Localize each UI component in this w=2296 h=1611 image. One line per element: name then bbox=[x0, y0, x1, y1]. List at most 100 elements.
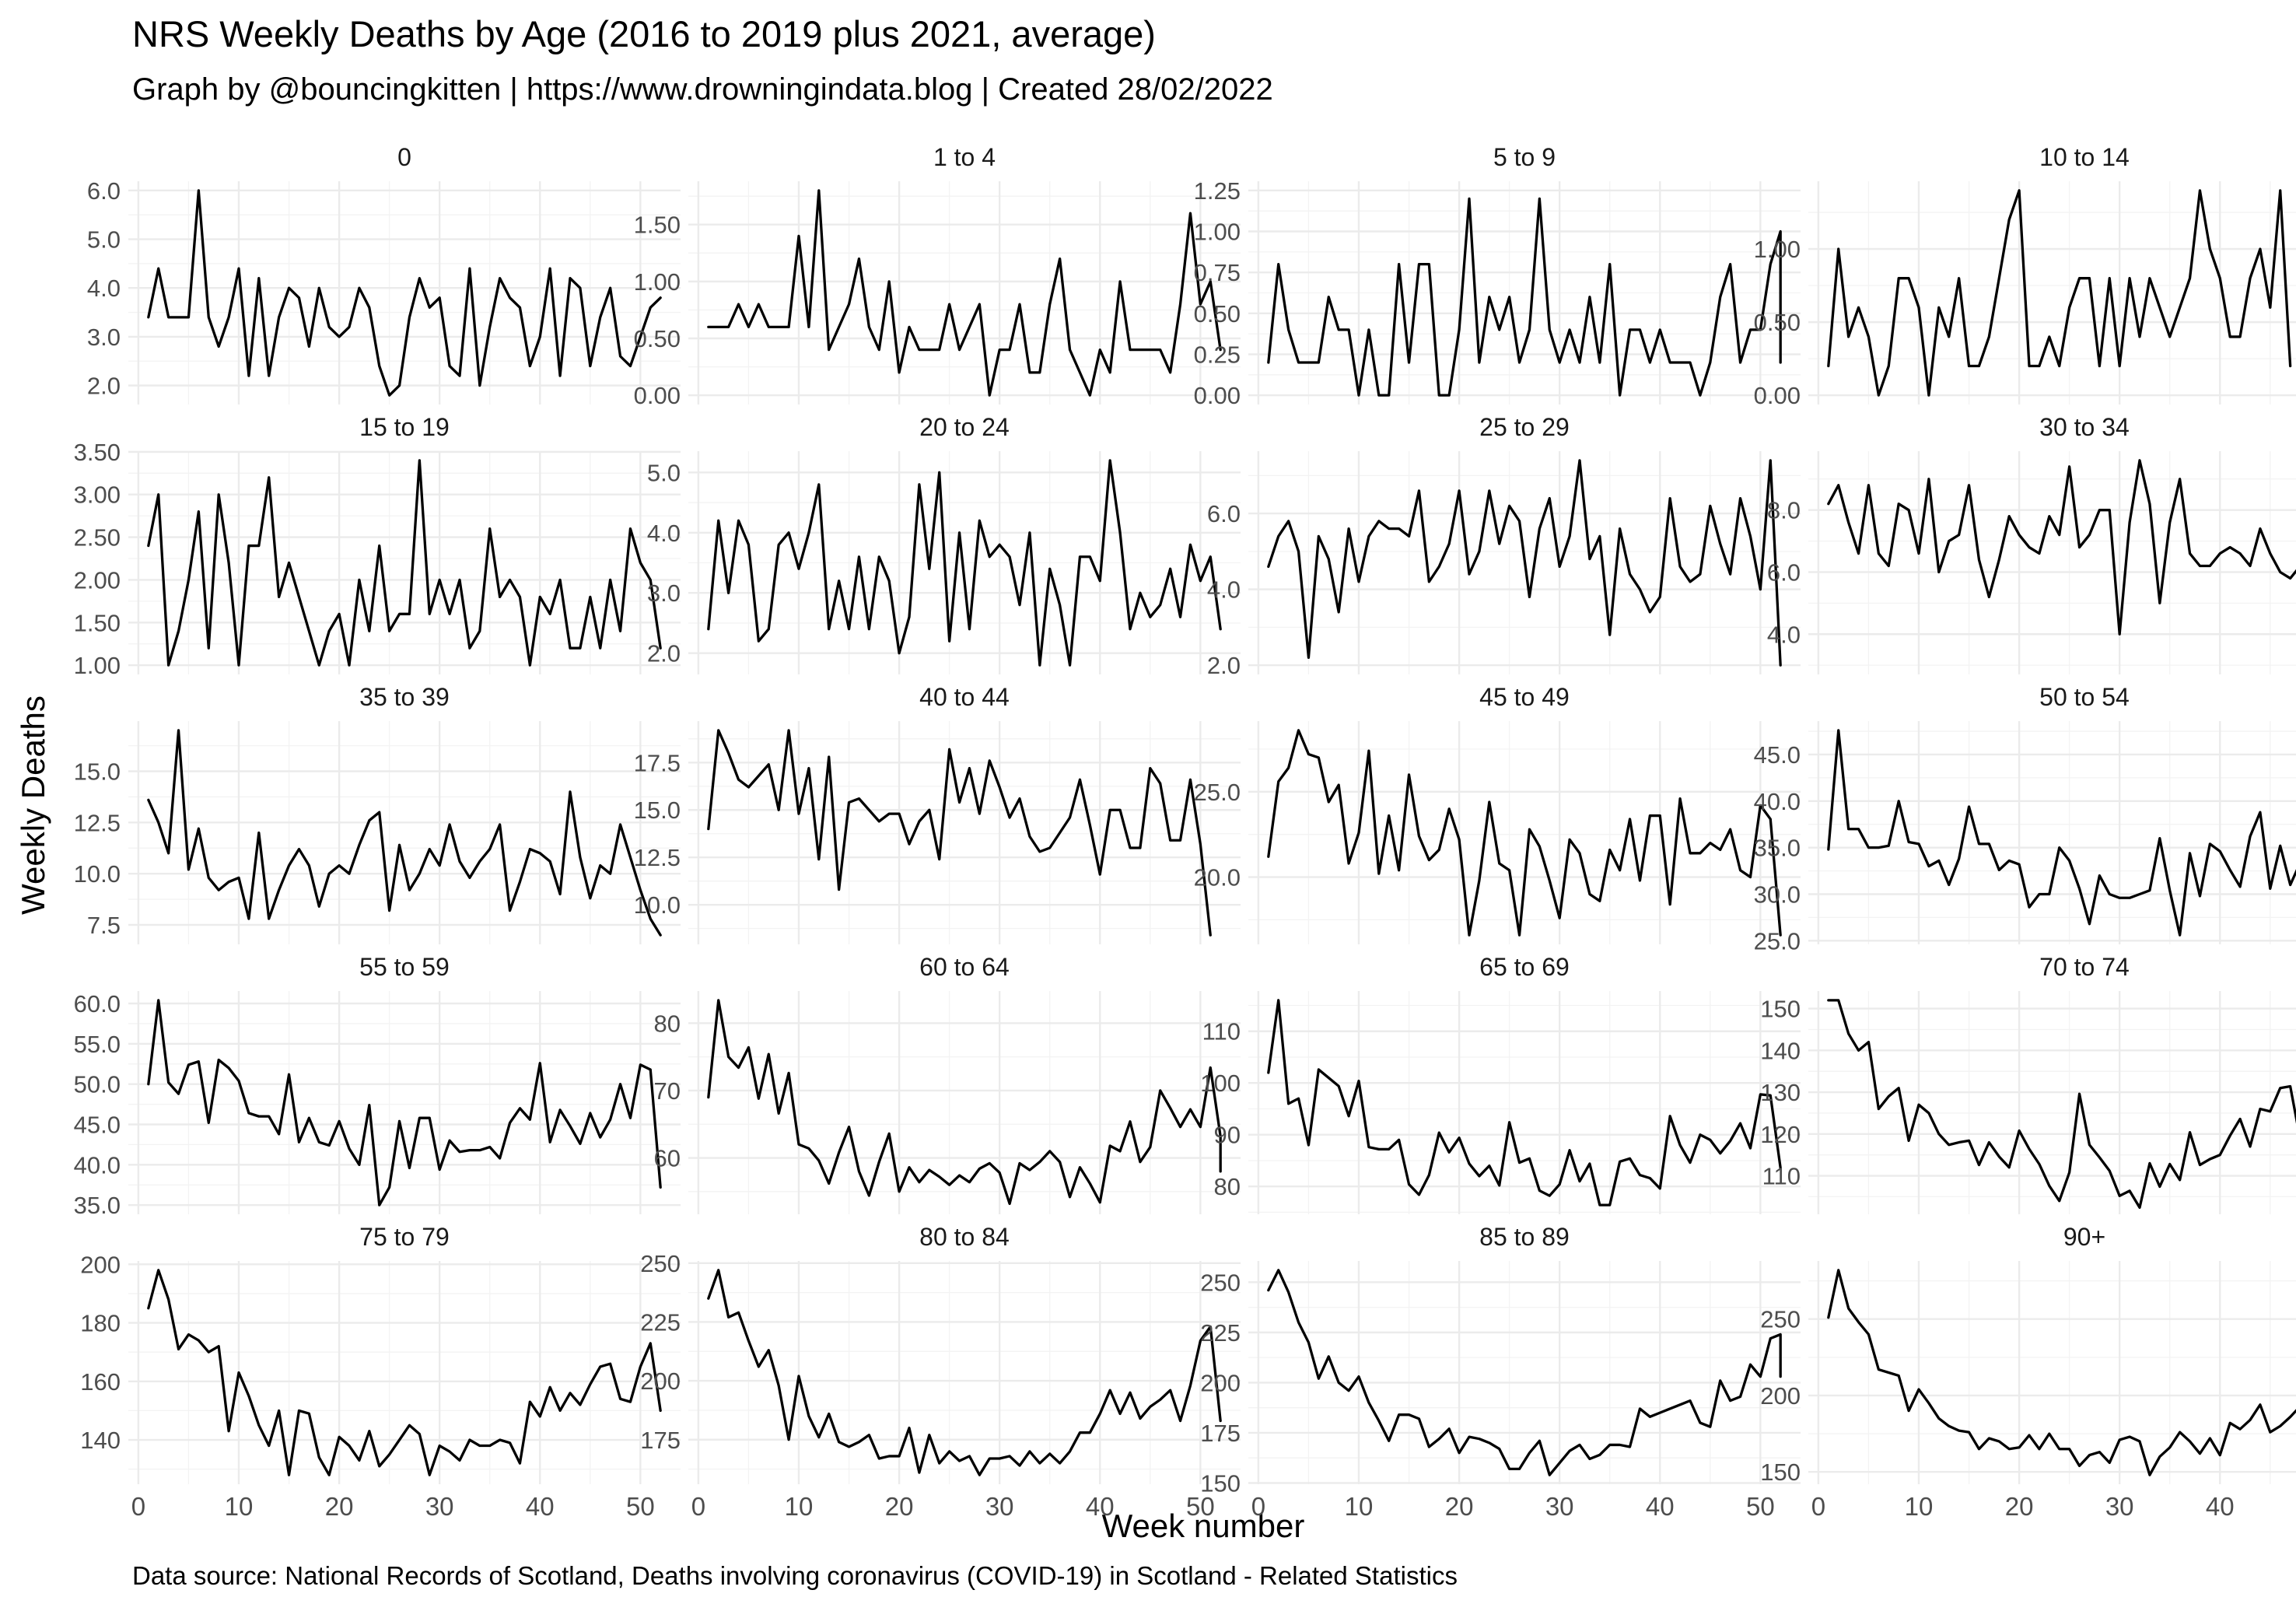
series-line bbox=[707, 999, 1222, 1206]
facet-strip-label: 40 to 44 bbox=[919, 683, 1010, 711]
facet-strip-label: 60 to 64 bbox=[919, 953, 1010, 981]
facet-panel: 140 160 180 200 75 to 79 0 10 20 30 40 50 bbox=[80, 1223, 681, 1521]
x-tick-label: 10 bbox=[1345, 1492, 1374, 1521]
facet-strip-label: 45 to 49 bbox=[1479, 683, 1570, 711]
y-tick-label: 4.0 bbox=[1207, 576, 1241, 604]
y-tick-label: 180 bbox=[80, 1310, 121, 1337]
series-line bbox=[707, 189, 1222, 397]
y-tick-label: 2.0 bbox=[647, 640, 681, 667]
y-tick-label: 150 bbox=[1200, 1469, 1241, 1497]
facet-strip-label: 65 to 69 bbox=[1479, 953, 1570, 981]
x-tick-label: 50 bbox=[626, 1492, 655, 1521]
series-line bbox=[1267, 999, 1782, 1206]
y-tick-label: 6.0 bbox=[1767, 559, 1801, 586]
series-line bbox=[147, 729, 662, 937]
y-tick-label: 10.0 bbox=[74, 860, 121, 888]
y-tick-label: 55.0 bbox=[74, 1031, 121, 1058]
y-tick-label: 45.0 bbox=[74, 1111, 121, 1138]
facet-panel: 2.0 4.0 6.0 25 to 29 bbox=[1207, 413, 1801, 679]
x-tick-label: 30 bbox=[985, 1492, 1014, 1521]
series-line bbox=[1267, 459, 1782, 667]
y-tick-label: 175 bbox=[1200, 1420, 1241, 1447]
y-tick-label: 100 bbox=[1200, 1070, 1241, 1097]
y-tick-label: 60 bbox=[654, 1145, 681, 1172]
x-tick-label: 40 bbox=[1646, 1492, 1675, 1521]
x-tick-label: 10 bbox=[1905, 1492, 1934, 1521]
y-tick-label: 175 bbox=[640, 1427, 681, 1454]
x-tick-label: 0 bbox=[1811, 1492, 1825, 1521]
facet-strip-label: 75 to 79 bbox=[359, 1223, 450, 1251]
y-tick-label: 4.0 bbox=[87, 275, 121, 302]
y-tick-label: 3.00 bbox=[74, 482, 121, 509]
y-tick-label: 200 bbox=[1760, 1382, 1801, 1410]
y-tick-label: 0.75 bbox=[1194, 259, 1241, 286]
facet-panel: 10.0 12.5 15.0 17.5 40 to 44 bbox=[634, 683, 1241, 944]
y-tick-label: 30.0 bbox=[1754, 881, 1801, 908]
series-line bbox=[147, 189, 662, 397]
y-tick-label: 12.5 bbox=[74, 809, 121, 836]
y-tick-label: 4.0 bbox=[1767, 621, 1801, 648]
series-line bbox=[707, 729, 1212, 937]
x-axis-title: Week number bbox=[1102, 1508, 1305, 1544]
y-tick-label: 50.0 bbox=[74, 1071, 121, 1098]
facet-strip-label: 35 to 39 bbox=[359, 683, 450, 711]
y-tick-label: 0.00 bbox=[634, 382, 681, 409]
x-tick-label: 30 bbox=[1545, 1492, 1574, 1521]
series-line bbox=[1267, 729, 1782, 937]
y-tick-label: 40.0 bbox=[74, 1151, 121, 1178]
y-tick-label: 1.00 bbox=[1754, 236, 1801, 263]
y-tick-label: 225 bbox=[640, 1308, 681, 1336]
y-tick-label: 35.0 bbox=[1754, 835, 1801, 862]
x-tick-label: 40 bbox=[526, 1492, 555, 1521]
series-line bbox=[707, 1269, 1222, 1476]
x-tick-label: 0 bbox=[1251, 1492, 1265, 1521]
y-tick-label: 1.00 bbox=[634, 268, 681, 296]
facet-strip-label: 15 to 19 bbox=[359, 413, 450, 441]
y-tick-label: 1.00 bbox=[74, 652, 121, 679]
x-tick-label: 30 bbox=[2105, 1492, 2134, 1521]
y-tick-label: 130 bbox=[1760, 1079, 1801, 1106]
y-tick-label: 0.50 bbox=[1754, 309, 1801, 336]
series-line bbox=[1827, 729, 2296, 937]
y-tick-label: 12.5 bbox=[634, 844, 681, 871]
y-tick-label: 200 bbox=[80, 1251, 121, 1278]
facet-strip-label: 10 to 14 bbox=[2039, 143, 2130, 171]
y-axis-title: Weekly Deaths bbox=[15, 695, 51, 915]
y-tick-label: 5.0 bbox=[87, 226, 121, 254]
chart-title: NRS Weekly Deaths by Age (2016 to 2019 p… bbox=[132, 13, 1156, 54]
y-tick-label: 150 bbox=[1760, 1459, 1801, 1486]
series-line bbox=[707, 459, 1222, 667]
y-tick-label: 250 bbox=[1760, 1306, 1801, 1333]
facet-panel: 1.00 1.50 2.00 2.50 3.00 3.50 15 to 19 bbox=[74, 413, 681, 679]
facet-panel: 35.0 40.0 45.0 50.0 55.0 60.0 55 to 59 bbox=[74, 953, 681, 1219]
y-tick-label: 6.0 bbox=[1207, 500, 1241, 527]
y-tick-label: 160 bbox=[80, 1368, 121, 1396]
y-tick-label: 225 bbox=[1200, 1319, 1241, 1347]
x-tick-label: 40 bbox=[1086, 1492, 1115, 1521]
y-tick-label: 1.25 bbox=[1194, 177, 1241, 205]
x-tick-label: 0 bbox=[691, 1492, 705, 1521]
y-tick-label: 60.0 bbox=[74, 990, 121, 1017]
series-line bbox=[1267, 1269, 1782, 1476]
y-tick-label: 4.0 bbox=[647, 520, 681, 547]
facet-strip-label: 5 to 9 bbox=[1493, 143, 1556, 171]
facet-strip-label: 90+ bbox=[2063, 1223, 2105, 1251]
y-tick-label: 45.0 bbox=[1754, 741, 1801, 769]
y-tick-label: 250 bbox=[640, 1250, 681, 1277]
x-tick-label: 20 bbox=[1445, 1492, 1474, 1521]
y-tick-label: 25.0 bbox=[1754, 927, 1801, 954]
y-tick-label: 15.0 bbox=[74, 758, 121, 786]
facet-panel: 20.0 25.0 45 to 49 bbox=[1194, 683, 1801, 944]
y-tick-label: 6.0 bbox=[87, 177, 121, 205]
x-tick-label: 40 bbox=[2206, 1492, 2235, 1521]
facet-panel: 110 120 130 140 150 70 to 74 bbox=[1760, 953, 2296, 1214]
facet-panel: 60 70 80 60 to 64 bbox=[654, 953, 1241, 1214]
facet-strip-label: 20 to 24 bbox=[919, 413, 1010, 441]
y-tick-label: 2.00 bbox=[74, 566, 121, 594]
facet-strip-label: 80 to 84 bbox=[919, 1223, 1010, 1251]
y-tick-label: 200 bbox=[1200, 1369, 1241, 1396]
series-line bbox=[1827, 459, 2296, 636]
